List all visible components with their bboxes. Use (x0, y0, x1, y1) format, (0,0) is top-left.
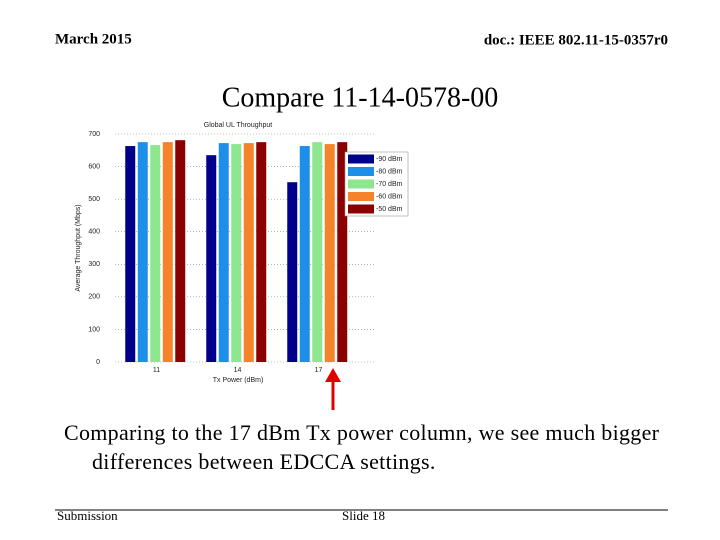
y-tick-label: 700 (88, 131, 100, 138)
bar (206, 155, 217, 362)
footer-center: Slide 18 (342, 508, 385, 523)
bar (324, 144, 335, 362)
body-text: Comparing to the 17 dBm Tx power column,… (64, 420, 660, 474)
y-tick-label: 200 (88, 294, 100, 301)
bar (218, 143, 229, 362)
slide-title: Compare 11-14-0578-00 (222, 82, 499, 113)
legend-label: -90 dBm (376, 156, 403, 163)
bar (137, 142, 148, 362)
legend-label: -70 dBm (376, 181, 403, 188)
y-tick-label: 300 (88, 261, 100, 268)
header-doc: doc.: IEEE 802.11-15-0357r0 (484, 32, 668, 48)
legend-swatch (348, 154, 374, 164)
arrow-head (325, 368, 341, 382)
x-axis-label: Tx Power (dBm) (213, 377, 264, 384)
bar (299, 146, 310, 362)
bar (125, 146, 136, 362)
bar (243, 143, 254, 362)
y-tick-label: 400 (88, 229, 100, 236)
bar (231, 144, 242, 362)
header-date: March 2015 (55, 31, 132, 47)
bar (337, 142, 348, 362)
y-tick-label: 600 (88, 163, 100, 170)
y-tick-label: 100 (88, 326, 100, 333)
legend-swatch (348, 179, 374, 189)
legend-swatch (348, 204, 374, 214)
bar (287, 182, 298, 362)
legend-label: -60 dBm (376, 193, 403, 200)
x-tick-label: 14 (234, 367, 242, 374)
y-axis-label: Average Throughput (Mbps) (75, 204, 82, 291)
x-tick-label: 11 (153, 367, 160, 374)
y-tick-label: 500 (88, 196, 100, 203)
legend-swatch (348, 167, 374, 176)
bar (312, 142, 323, 362)
bar (162, 142, 173, 362)
legend-label: -80 dBm (376, 168, 403, 175)
x-tick-label: 17 (315, 367, 323, 374)
legend-label: -50 dBm (376, 206, 403, 213)
bar (256, 142, 267, 362)
bar (150, 145, 161, 362)
bar (175, 140, 186, 362)
y-tick-label: 0 (96, 359, 100, 366)
legend-swatch (348, 192, 374, 201)
chart-title: Global UL Throughput (204, 122, 273, 129)
footer-left: Submission (57, 508, 118, 523)
